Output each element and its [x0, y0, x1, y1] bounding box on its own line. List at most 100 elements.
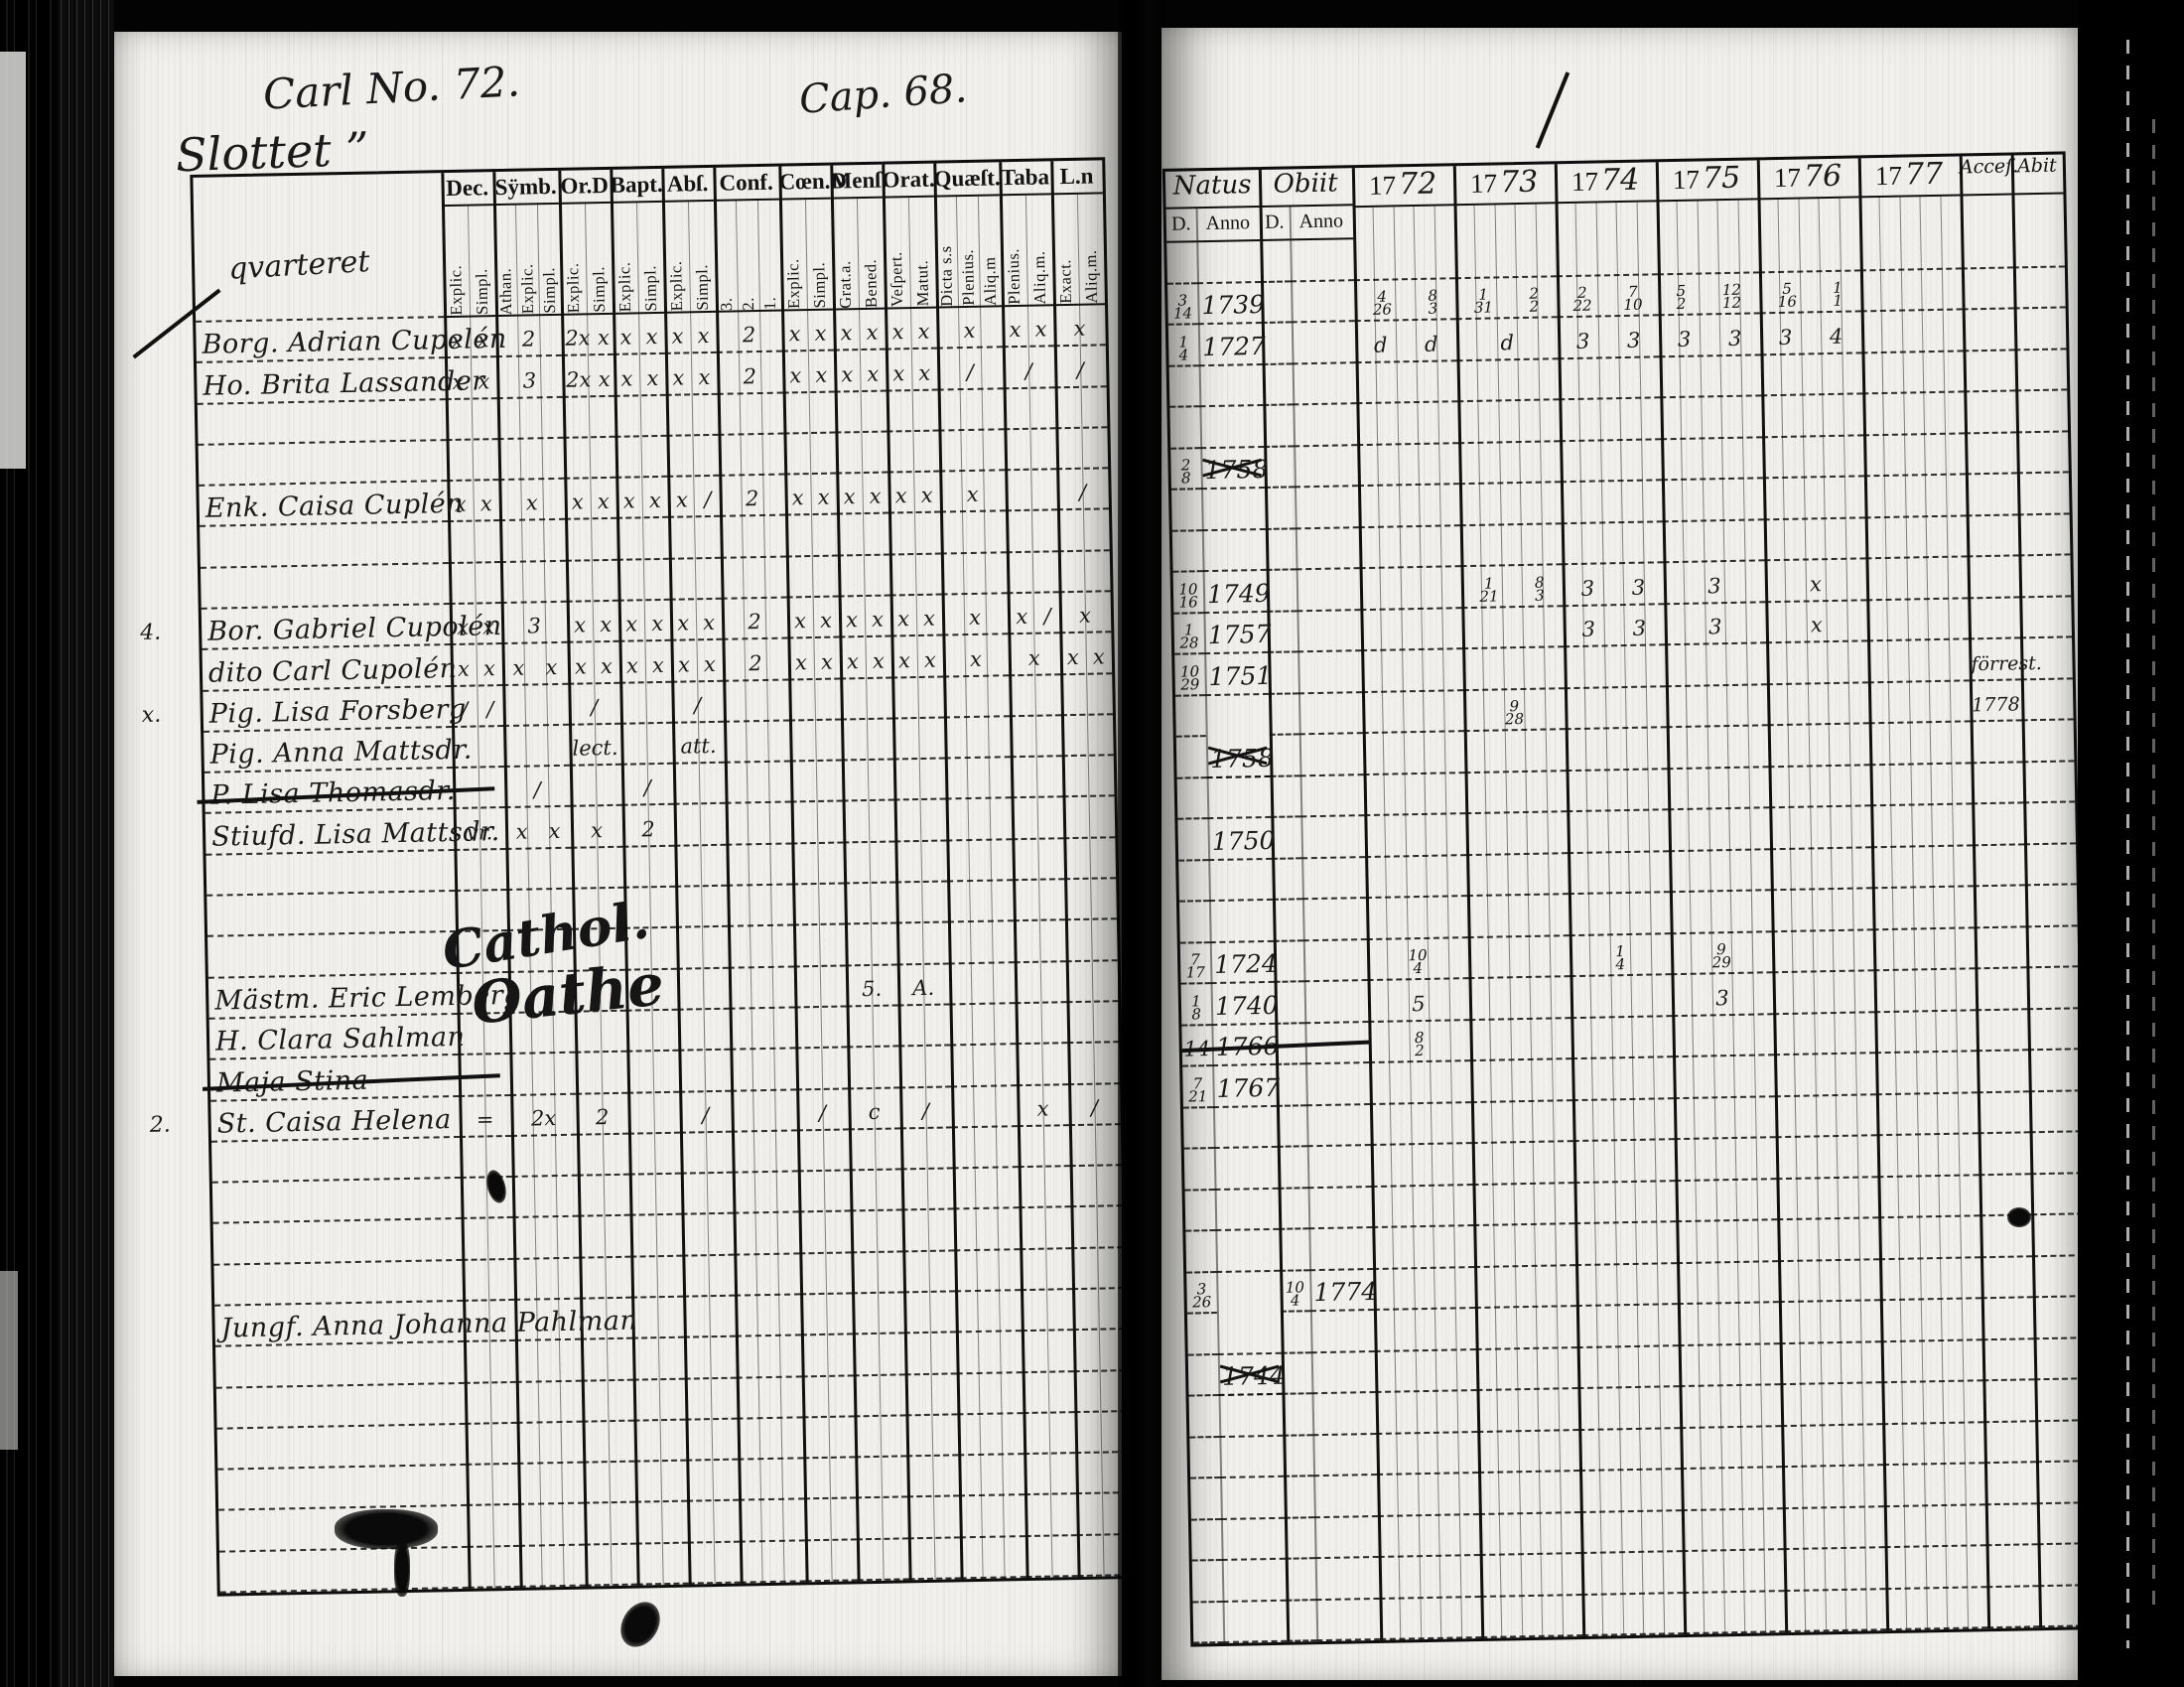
subcolumn-label: Explic.: [614, 261, 634, 313]
acces-cell: [1973, 886, 2026, 928]
ink-blot-lower: [613, 1595, 668, 1654]
mark: d: [1424, 332, 1438, 356]
natus-anno-cell: [1208, 900, 1274, 943]
marks-cell: [849, 1170, 902, 1212]
mark: x: [841, 361, 854, 386]
marks-cell: [1065, 960, 1119, 1004]
acces-cell: [1978, 1133, 2031, 1176]
marks-cell: [518, 1545, 586, 1588]
marks-cell: [735, 1336, 802, 1379]
marks-cell: [728, 967, 795, 1010]
scan-streak-1: [2126, 40, 2129, 1648]
marks-cell: [943, 675, 1010, 719]
marks-cell: [955, 1332, 1023, 1374]
subcolumn-label: Bened.: [860, 258, 881, 309]
communion-cell: [1777, 1218, 1880, 1262]
natus-anno-cell: [1213, 1147, 1279, 1191]
natus-year: 1749: [1206, 578, 1271, 609]
marks-cell: [575, 1052, 628, 1095]
communion-cell: [1661, 479, 1764, 522]
name-cell: Stiufd. Lisa Mattsdr.: [205, 809, 500, 856]
obiit-day-cell: [1283, 1435, 1314, 1477]
natus-year: 1740: [1214, 990, 1279, 1021]
marks-cell: [1009, 716, 1062, 759]
marks-cell: [676, 968, 730, 1011]
communion-cell: [1875, 1052, 1978, 1095]
mark: x: [590, 817, 604, 843]
fraction-bottom: 26: [1191, 1293, 1212, 1312]
marks-cell: [518, 1504, 585, 1547]
communion-cell: [1782, 1506, 1885, 1551]
communion-cell: [1580, 1552, 1684, 1596]
marks-cell: [892, 759, 946, 801]
marks-cell: [851, 1252, 904, 1295]
marks-cell: [668, 517, 721, 560]
marks-cell: /: [503, 766, 571, 809]
year-prefix: 17: [1469, 168, 1498, 199]
fraction-bottom: 8: [1191, 1004, 1202, 1023]
acces-cell: [1977, 1051, 2029, 1093]
marks-cell: [835, 432, 888, 475]
marks-cell: [675, 886, 728, 929]
communion-cell: [1772, 971, 1875, 1015]
marks-cell: [1015, 1003, 1068, 1046]
mark: x: [840, 321, 853, 346]
mark: /: [1024, 358, 1033, 383]
communion-cell: [1466, 853, 1569, 898]
communion-cell: [1867, 680, 1971, 725]
marks-cell: [445, 398, 498, 441]
person-name: dito Carl Cupolén: [207, 652, 458, 689]
marks-cell: [1021, 1331, 1074, 1373]
mark: 5: [1412, 991, 1426, 1016]
communion-cell: [1657, 231, 1759, 275]
marks-cell: [502, 684, 570, 727]
natus-header: Natus: [1164, 170, 1260, 210]
communion-cell: [1680, 1426, 1783, 1471]
communion-cell: [1866, 598, 1970, 642]
marks-cell: 2: [576, 1093, 628, 1136]
obiit-day-cell: [1278, 1188, 1309, 1230]
marks-cell: [894, 841, 948, 884]
mark: x: [920, 484, 933, 508]
natus-day-cell: 3 26: [1186, 1272, 1217, 1315]
marks-cell: [1013, 920, 1066, 963]
marks-cell: /: [1053, 346, 1107, 388]
marks-cell: [584, 1503, 636, 1546]
mark: 3: [1626, 328, 1641, 352]
obiit-anno-cell: [1302, 939, 1368, 983]
mark: 2x: [565, 366, 592, 392]
marks-cell: [785, 556, 839, 599]
mark: /: [818, 1100, 827, 1125]
communion-cell: [1761, 394, 1864, 438]
mark: 3: [1715, 985, 1729, 1010]
marks-cell: [739, 1541, 806, 1584]
marks-cell: [497, 438, 565, 482]
abit-cell: [2027, 1008, 2080, 1052]
name-cell: [212, 1219, 463, 1266]
marks-cell: [1019, 1207, 1072, 1250]
natus-anno-cell: [1216, 1312, 1282, 1355]
marks-cell: [515, 1381, 583, 1424]
marks-cell: [466, 1465, 519, 1507]
obiit-anno-cell: [1301, 857, 1366, 901]
communion-cell: [1868, 722, 1972, 766]
mark: x: [815, 362, 828, 387]
marks-cell: [843, 842, 896, 885]
communion-cell: [1762, 435, 1864, 480]
natus-day-cell: [1185, 1231, 1217, 1274]
marks-cell: [517, 1463, 585, 1506]
marks-cell: [571, 847, 624, 890]
marks-cell: [563, 437, 616, 480]
mark: x: [892, 360, 905, 385]
marks-cell: [844, 923, 897, 967]
year-header: 1775: [1655, 160, 1758, 203]
obiit-anno-cell: [1310, 1351, 1376, 1395]
natus-day-cell: [1190, 1519, 1222, 1562]
obiit-anno-cell: [1290, 239, 1354, 282]
natus-anno-cell: 1739: [1197, 282, 1265, 326]
mark: x: [789, 362, 802, 387]
abit-cell: [2013, 308, 2067, 351]
